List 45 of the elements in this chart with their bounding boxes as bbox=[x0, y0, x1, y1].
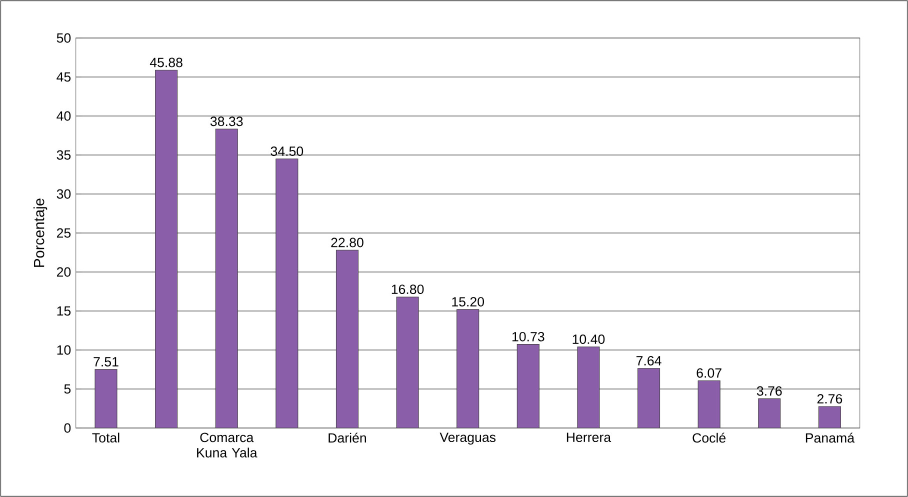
data-label: 15.20 bbox=[452, 297, 484, 307]
bar bbox=[276, 158, 298, 428]
bar bbox=[758, 398, 781, 428]
bar bbox=[516, 344, 540, 428]
data-label: 2.76 bbox=[817, 394, 842, 404]
x-tick-label: Veraguas bbox=[440, 432, 496, 445]
y-tick-label: 0 bbox=[64, 423, 71, 433]
y-tick-label: 20 bbox=[56, 267, 71, 277]
bar bbox=[396, 296, 419, 428]
x-tick-label: Comarca Kuna Yala bbox=[197, 432, 258, 458]
y-tick-label: 10 bbox=[57, 345, 71, 355]
data-label: 7.51 bbox=[94, 357, 118, 366]
data-label: 3.76 bbox=[756, 386, 782, 396]
y-tick-label: 45 bbox=[56, 72, 71, 82]
bar bbox=[818, 406, 841, 428]
bar bbox=[155, 70, 178, 428]
y-tick-label: 15 bbox=[57, 306, 71, 316]
x-tick-label: Darién bbox=[328, 432, 366, 443]
x-tick-label: Herrera bbox=[566, 432, 612, 442]
data-label: 45.88 bbox=[150, 58, 182, 68]
y-tick-label: 35 bbox=[56, 150, 71, 160]
data-label: 34.50 bbox=[270, 146, 304, 156]
bar bbox=[456, 309, 480, 428]
y-axis-title: Porcentaje bbox=[33, 198, 48, 267]
y-tick-label: 40 bbox=[56, 111, 71, 121]
bar bbox=[638, 368, 660, 428]
y-tick-label: 5 bbox=[64, 384, 71, 394]
bar bbox=[577, 346, 600, 428]
y-tick-label: 25 bbox=[56, 228, 71, 238]
x-tick-label: Coclé bbox=[692, 432, 726, 443]
data-label: 16.80 bbox=[392, 284, 424, 294]
data-label: 38.33 bbox=[210, 116, 243, 126]
data-label: 10.73 bbox=[512, 332, 544, 342]
bar bbox=[94, 369, 118, 428]
data-label: 6.07 bbox=[696, 368, 722, 378]
data-label: 10.40 bbox=[572, 334, 605, 344]
y-tick-label: 50 bbox=[56, 33, 71, 43]
x-tick-label: Total bbox=[92, 432, 120, 442]
x-tick-label: Panamá bbox=[806, 432, 855, 443]
y-tick-label: 30 bbox=[56, 189, 71, 199]
data-label: 7.64 bbox=[636, 356, 662, 366]
data-label: 22.80 bbox=[331, 238, 364, 248]
bar bbox=[336, 250, 358, 428]
bar bbox=[698, 380, 720, 428]
bar bbox=[215, 128, 238, 428]
